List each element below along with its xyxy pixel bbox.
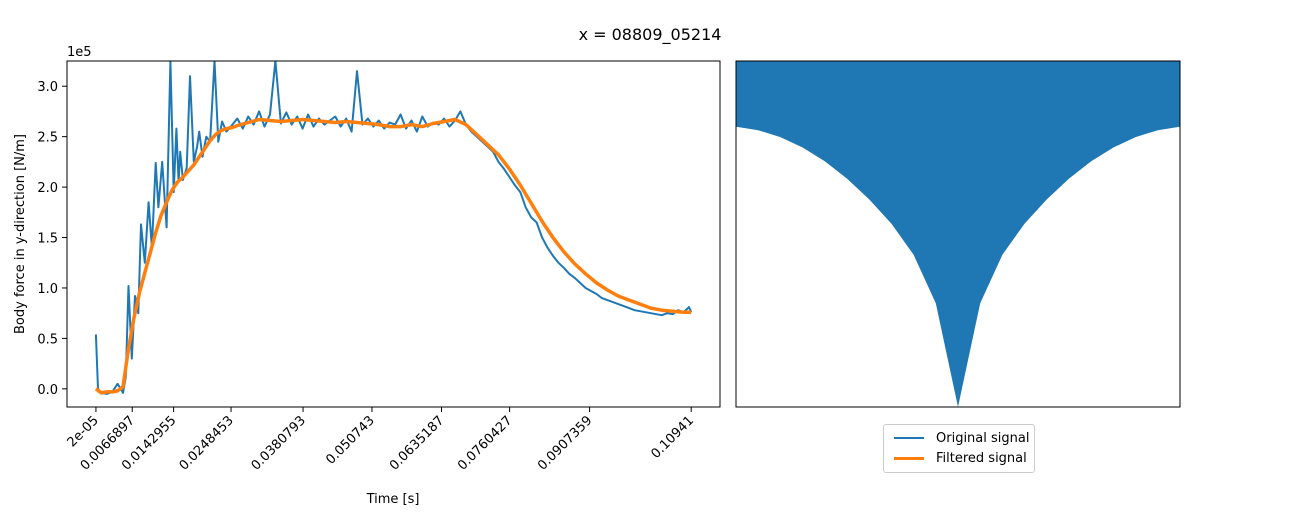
- x-tick-label: 0.10941: [648, 413, 697, 462]
- x-tick-label: 0.0248453: [177, 413, 237, 473]
- area-fill: [736, 61, 1180, 407]
- left-plot-frame: [66, 60, 721, 408]
- y-tick-label: 1.0: [37, 282, 58, 297]
- right-plot-frame: [735, 60, 1181, 408]
- legend-swatch-original: [894, 437, 924, 439]
- x-axis-label: Time [s]: [366, 492, 420, 507]
- legend-swatch-filtered: [894, 456, 924, 460]
- legend-item-filtered: Filtered signal: [894, 448, 1027, 468]
- y-tick-label: 2.5: [37, 131, 58, 146]
- legend-label-original: Original signal: [936, 430, 1030, 446]
- x-tick-label: 0.0760427: [455, 413, 515, 473]
- y-axis-label: Body force in y-direction [N/m]: [13, 134, 28, 334]
- y-tick-label: 0.5: [37, 332, 58, 347]
- y-scale-offset: 1e5: [67, 45, 92, 60]
- legend-label-filtered: Filtered signal: [936, 450, 1027, 466]
- y-tick-label: 0.0: [37, 383, 58, 398]
- right-area-chart: [735, 60, 1181, 408]
- y-tick-label: 1.5: [37, 232, 58, 247]
- right-plot-series-layer: [736, 61, 1180, 407]
- x-tick-label: 0.050743: [323, 413, 377, 467]
- y-tick-label: 2.0: [37, 181, 58, 196]
- x-tick-label: 0.0635187: [387, 413, 447, 473]
- series-line-filtered: [94, 117, 692, 395]
- y-tick-label: 3.0: [37, 80, 58, 95]
- left-plot-series-layer: [94, 61, 693, 395]
- series-line-original: [94, 61, 693, 395]
- legend-item-original: Original signal: [894, 428, 1029, 448]
- x-tick-label: 0.0907359: [535, 413, 595, 473]
- left-y-ticks: 0.0 0.5 1.0 1.5 2.0 2.5 3.0: [37, 80, 67, 398]
- figure-title: x = 08809_05214: [579, 25, 722, 45]
- x-tick-label: 0.0380793: [249, 413, 309, 473]
- legend: Original signal Filtered signal: [883, 424, 1035, 473]
